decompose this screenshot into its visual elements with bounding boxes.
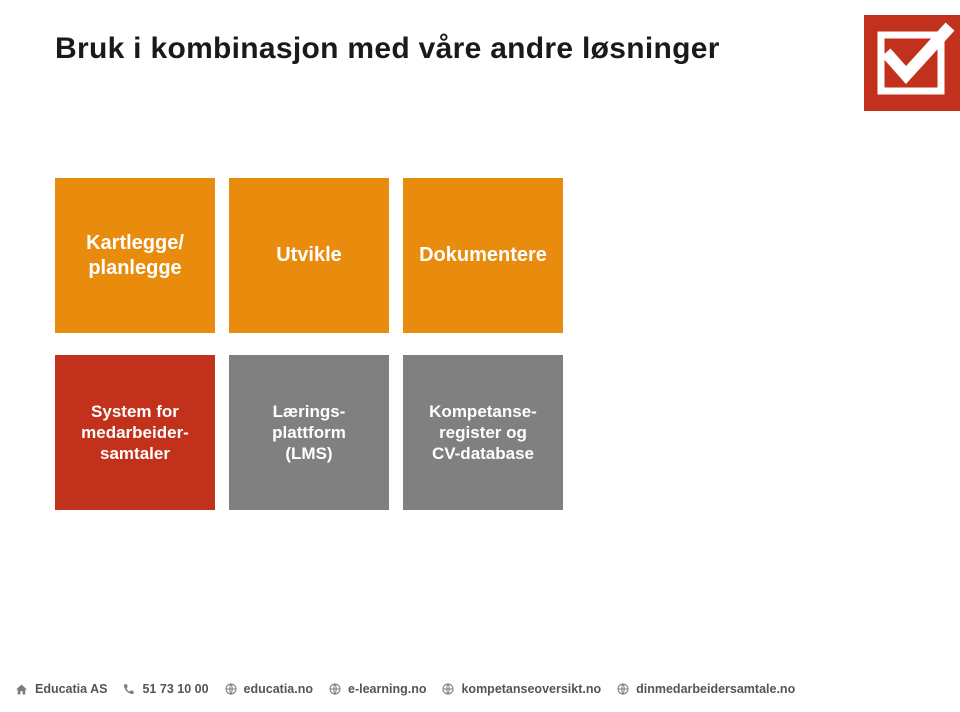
- tiles-row-2: System for medarbeider- samtaler Lærings…: [55, 355, 563, 510]
- tiles-row-1: Kartlegge/ planlegge Utvikle Dokumentere: [55, 178, 563, 333]
- tile-kompetanse-register[interactable]: Kompetanse- register og CV-database: [403, 355, 563, 510]
- phone-icon: [123, 683, 135, 695]
- tile-medarbeidersamtaler[interactable]: System for medarbeider- samtaler: [55, 355, 215, 510]
- footer: Educatia AS 51 73 10 00 educatia.no e-learn…: [15, 682, 795, 696]
- page-title: Bruk i kombinasjon med våre andre løsnin…: [55, 32, 720, 66]
- tile-kartlegge-planlegge[interactable]: Kartlegge/ planlegge: [55, 178, 215, 333]
- globe-icon: [329, 683, 341, 695]
- tile-lms[interactable]: Lærings- plattform (LMS): [229, 355, 389, 510]
- checkmark-badge: [864, 15, 960, 111]
- footer-label: e-learning.no: [348, 682, 426, 696]
- home-icon: [15, 683, 28, 696]
- footer-label: educatia.no: [244, 682, 313, 696]
- footer-label: 51 73 10 00: [142, 682, 208, 696]
- footer-label: dinmedarbeidersamtale.no: [636, 682, 795, 696]
- tile-utvikle[interactable]: Utvikle: [229, 178, 389, 333]
- footer-label: Educatia AS: [35, 682, 107, 696]
- footer-label: kompetanseoversikt.no: [461, 682, 601, 696]
- globe-icon: [617, 683, 629, 695]
- globe-icon: [225, 683, 237, 695]
- globe-icon: [442, 683, 454, 695]
- tile-dokumentere[interactable]: Dokumentere: [403, 178, 563, 333]
